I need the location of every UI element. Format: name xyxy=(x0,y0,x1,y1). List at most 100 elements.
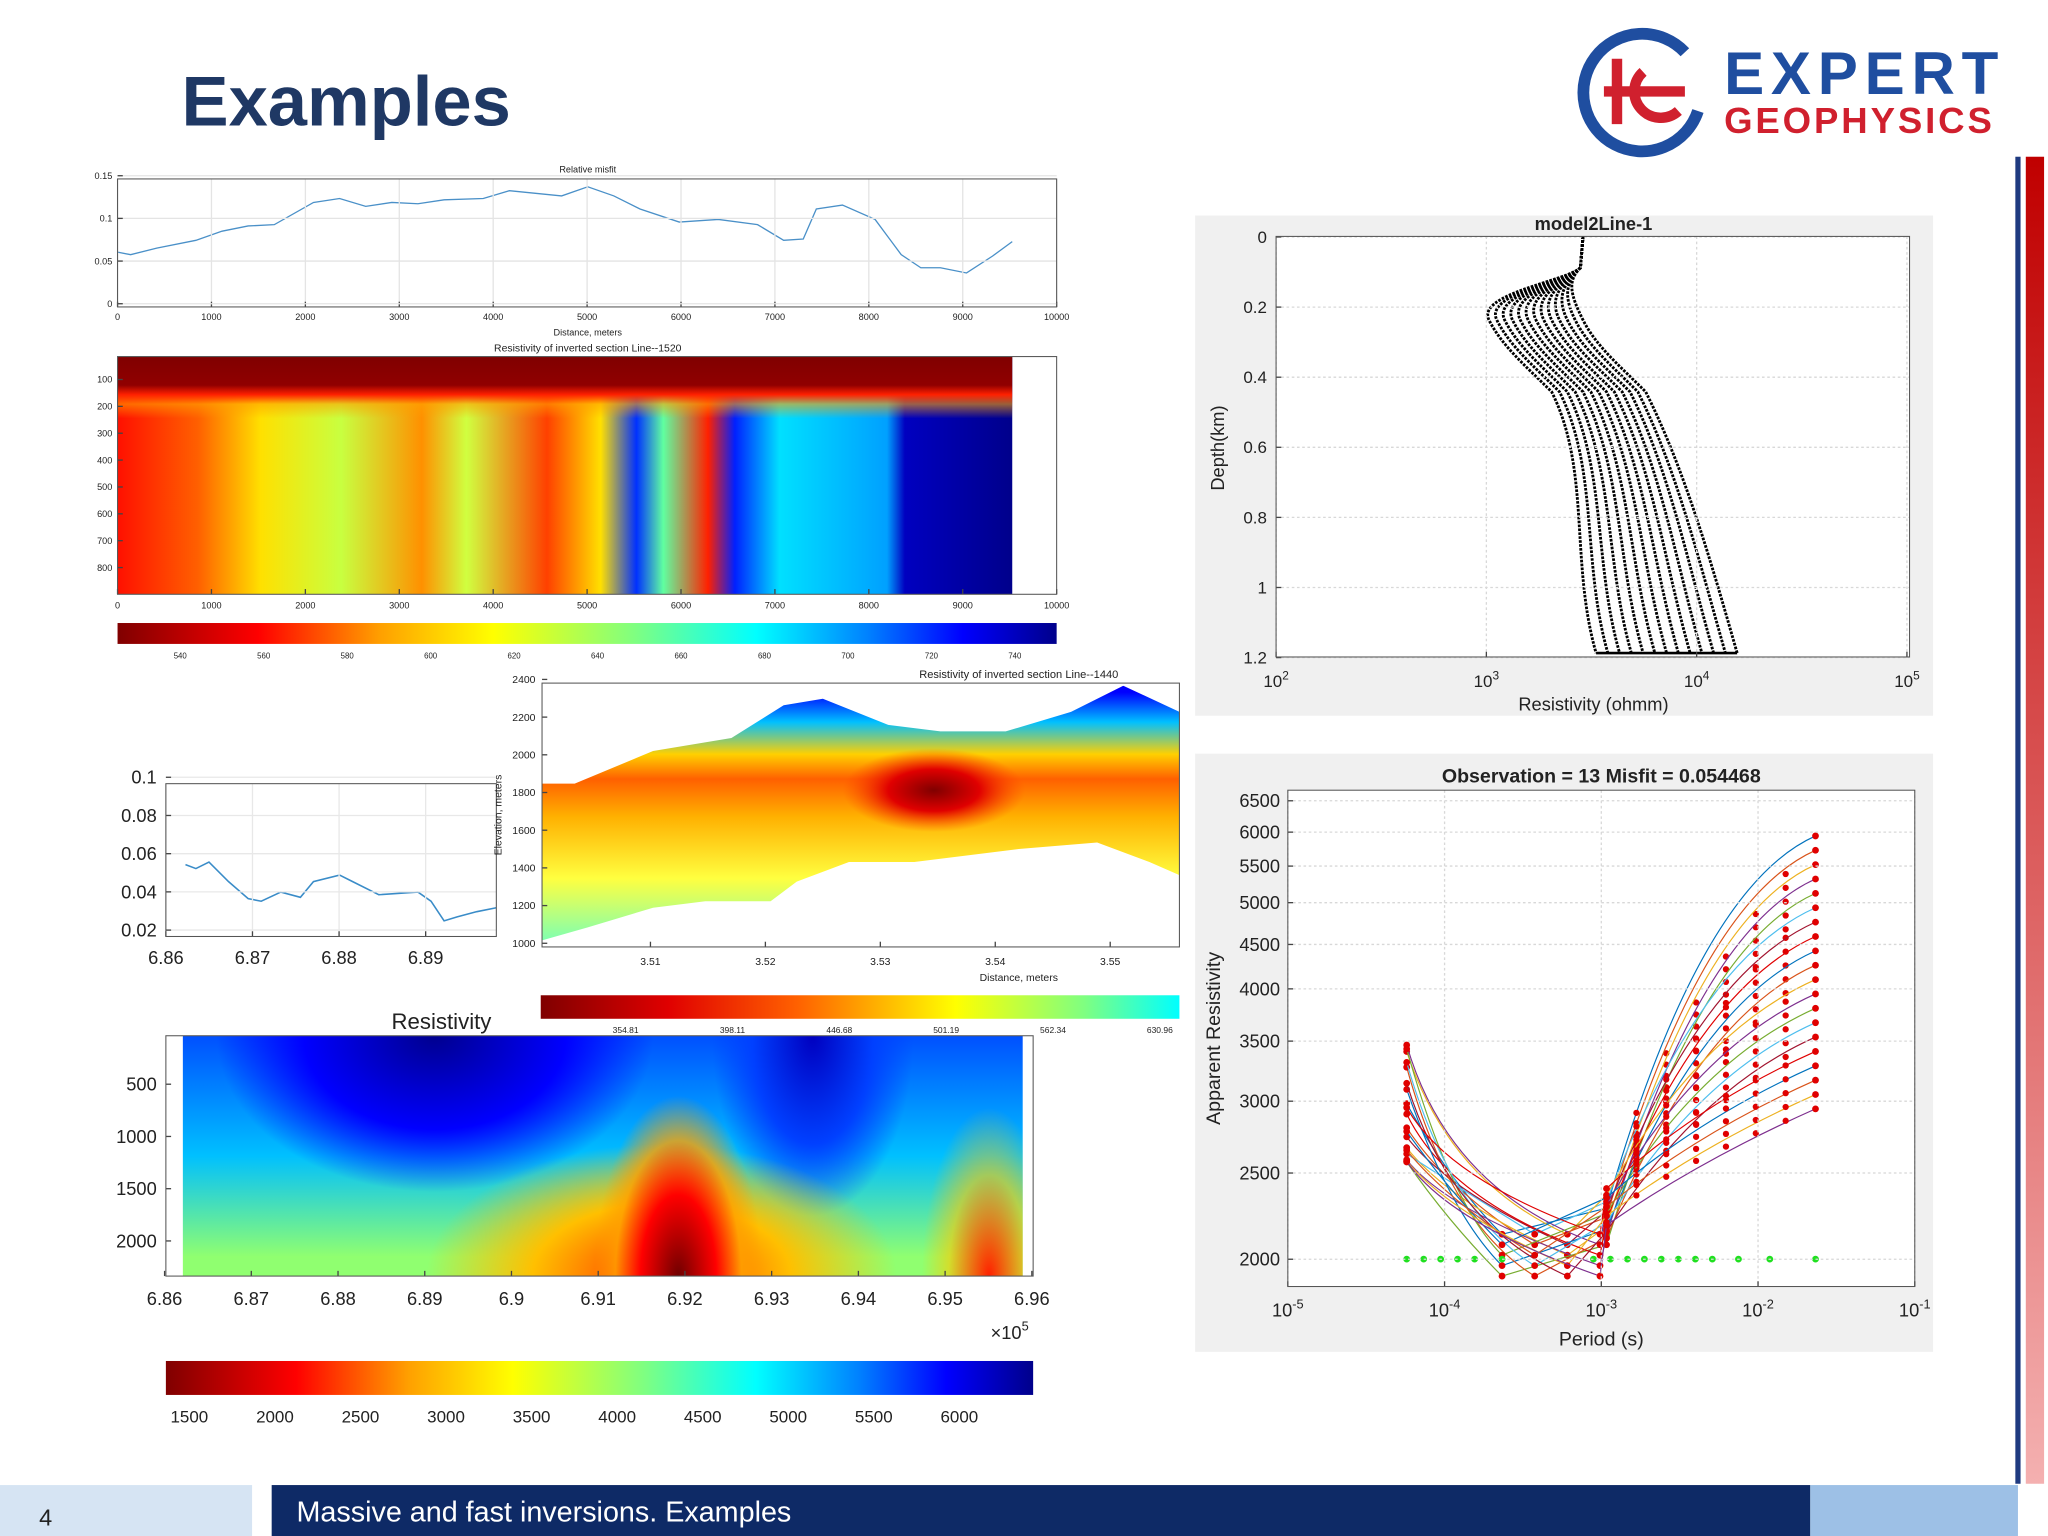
model-curve xyxy=(1560,236,1716,654)
slide-title: Examples xyxy=(182,61,511,140)
y-tick-label: 500 xyxy=(126,1074,156,1095)
colorbar-label: 560 xyxy=(257,651,271,660)
page-number: 4 xyxy=(39,1505,52,1531)
observation-dot xyxy=(1722,1071,1730,1078)
x-tick-label: 6.96 xyxy=(1014,1288,1050,1309)
y-tick-label: 2000 xyxy=(116,1230,157,1251)
observation-dot xyxy=(1633,1171,1640,1178)
x-tick-label: 6.87 xyxy=(235,947,271,968)
observation-dot xyxy=(1531,1251,1539,1259)
observation-dot xyxy=(1722,1118,1730,1125)
observation-dot xyxy=(1782,926,1789,933)
x-tick-label: 3.54 xyxy=(985,957,1006,968)
observation-dot xyxy=(1722,1143,1730,1150)
observation-dot xyxy=(1812,1019,1819,1027)
logo-text: EXPERT xyxy=(1724,40,1999,107)
y-tick-label: 400 xyxy=(97,455,112,465)
observation-dot xyxy=(1782,898,1789,905)
tick-exp: 5 xyxy=(1022,1319,1029,1334)
colorbar-label: 501.19 xyxy=(933,1025,959,1035)
observation-dot xyxy=(1596,1262,1604,1270)
observation-dot xyxy=(1603,1241,1610,1249)
y-tick-label: 1 xyxy=(1257,578,1266,597)
observation-dot xyxy=(1752,1021,1759,1028)
misfit-curve xyxy=(117,186,1013,274)
tick-base: 10 xyxy=(1899,1300,1919,1321)
observation-dot xyxy=(1782,1076,1789,1083)
observation-dot xyxy=(1633,1192,1640,1199)
plot-title: Resistivity xyxy=(392,1009,493,1034)
observation-dot xyxy=(1663,1102,1670,1109)
logo: EXPERT GEOPHYSICS xyxy=(1577,28,1999,158)
x-tick-label: 7000 xyxy=(765,312,785,322)
x-tick-label: 6.88 xyxy=(321,947,357,968)
observation-dot xyxy=(1403,1146,1411,1154)
observation-dot xyxy=(1692,1133,1700,1140)
observation-curve xyxy=(1406,1050,1816,1236)
y-tick-label: 3000 xyxy=(1239,1091,1280,1112)
observation-dot xyxy=(1752,1048,1759,1055)
y-tick-label: 0.8 xyxy=(1243,508,1267,527)
x-axis-label: Period (s) xyxy=(1559,1328,1644,1350)
observation-dot xyxy=(1692,1109,1700,1116)
observation-dot xyxy=(1692,1157,1700,1165)
colorbar-label: 5000 xyxy=(769,1407,807,1426)
observation-dot xyxy=(1722,978,1730,986)
y-tick-label: 0.06 xyxy=(121,843,157,864)
observation-dot xyxy=(1596,1230,1604,1238)
tick-base: ×10 xyxy=(991,1322,1022,1343)
plot-title: model2Line-1 xyxy=(1535,213,1653,234)
y-tick-label: 6000 xyxy=(1239,822,1280,843)
observation-dot xyxy=(1812,961,1819,969)
x-tick-label: 6.95 xyxy=(927,1288,963,1309)
colorbar-label: 630.96 xyxy=(1147,1025,1173,1035)
plot-frame xyxy=(117,178,1058,308)
colorbar-label: 720 xyxy=(925,651,939,660)
logo-arc xyxy=(1577,28,1704,158)
model-curve xyxy=(1524,236,1657,654)
observation-dot xyxy=(1752,1130,1759,1137)
observation-dot xyxy=(1633,1160,1640,1168)
model-curve xyxy=(1517,236,1645,654)
x-tick-label: 4000 xyxy=(483,601,503,611)
x-tick-label: 0 xyxy=(115,312,120,322)
y-tick-label: 0.1 xyxy=(100,214,113,224)
y-tick-label: 5500 xyxy=(1239,855,1280,876)
station-dot xyxy=(1403,1255,1411,1263)
axes: 0 1000 2000 3000 4000 5000 6000 7000 8000 9000 100… xyxy=(95,164,1931,1426)
station-dot xyxy=(1471,1255,1479,1263)
colorbar-label: 398.11 xyxy=(720,1025,746,1035)
x-tick-label: 104 xyxy=(1684,668,1710,691)
y-axis-label: Depth(km) xyxy=(1207,405,1228,490)
observation-dot xyxy=(1403,1110,1411,1118)
observation-dot xyxy=(1403,1133,1411,1141)
colorbar-label: 540 xyxy=(174,651,188,660)
x-tick-label: 9000 xyxy=(953,601,973,611)
observation-dot xyxy=(1812,1048,1819,1055)
observation-dot xyxy=(1603,1185,1610,1192)
x-tick-label: 10000 xyxy=(1044,312,1069,322)
plot-frame xyxy=(1287,789,1916,1288)
observation-dot xyxy=(1812,933,1819,940)
heatmap xyxy=(117,356,1013,595)
station-dot xyxy=(1607,1255,1614,1263)
x-tick-label: 10-4 xyxy=(1429,1296,1461,1320)
y-tick-label: 4000 xyxy=(1239,978,1280,999)
y-tick-label: 0.6 xyxy=(1243,438,1267,457)
observation-dot xyxy=(1722,1037,1730,1045)
x-tick-label: 6.87 xyxy=(234,1288,270,1309)
station-dot xyxy=(1674,1255,1682,1263)
y-tick-label: 500 xyxy=(97,482,112,492)
observation-dot xyxy=(1722,1084,1730,1091)
x-tick-label: 6.91 xyxy=(580,1288,616,1309)
observation-dot xyxy=(1692,1072,1700,1080)
x-axis-label: Resistivity (ohmm) xyxy=(1518,694,1668,715)
observation-curve xyxy=(1406,935,1816,1256)
heatmap-blob xyxy=(842,748,1026,832)
observation-dot xyxy=(1812,976,1819,983)
observation-dot xyxy=(1782,912,1789,919)
y-tick-label: 100 xyxy=(97,375,112,385)
y-tick-label: 2000 xyxy=(1239,1249,1280,1270)
colorbar-label: 4000 xyxy=(598,1407,636,1426)
observation-dot xyxy=(1692,1096,1700,1104)
